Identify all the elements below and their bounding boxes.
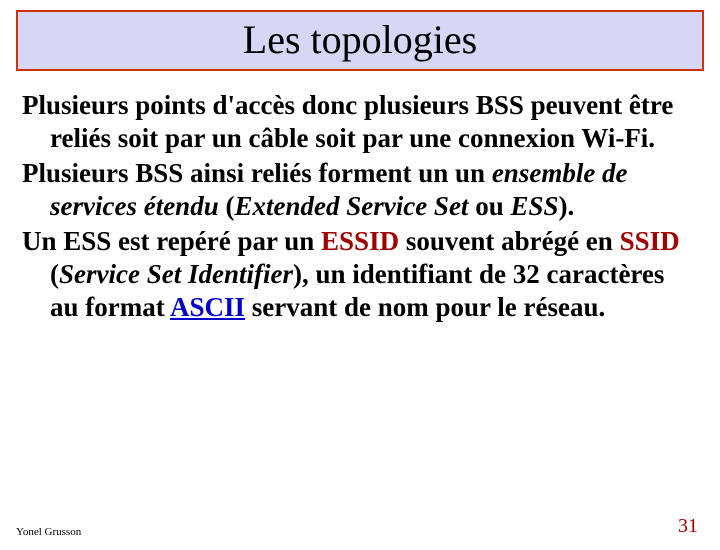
footer-author: Yonel Grusson [16,526,81,538]
ascii-link[interactable]: ASCII [170,292,245,322]
p3-t6: Service Set Identifier [59,259,293,289]
p2-t5: ou [468,191,510,221]
p3-t5: ( [50,259,59,289]
p3-t9: servant de nom pour le réseau. [245,292,605,322]
paragraph-3: Un ESS est repéré par un ESSID souvent a… [22,225,698,324]
p2-t3: ( [219,191,235,221]
p2-t6: ESS [510,191,558,221]
slide-title: Les topologies [243,17,477,62]
paragraph-2: Plusieurs BSS ainsi reliés forment un un… [22,157,698,223]
p3-t3: souvent abrégé en [399,226,619,256]
p1-text: Plusieurs points d'accès donc plusieurs … [22,90,673,153]
slide-body: Plusieurs points d'accès donc plusieurs … [0,71,720,324]
title-box: Les topologies [16,10,704,71]
paragraph-1: Plusieurs points d'accès donc plusieurs … [22,89,698,155]
p3-t4: SSID [620,226,680,256]
p2-t1: Plusieurs BSS ainsi reliés forment un un [22,158,492,188]
p3-t1: Un ESS est repéré par un [22,226,321,256]
p2-t4: Extended Service Set [234,191,468,221]
p2-t7: ). [559,191,575,221]
p3-t2: ESSID [321,226,399,256]
footer-page-number: 31 [678,515,698,538]
